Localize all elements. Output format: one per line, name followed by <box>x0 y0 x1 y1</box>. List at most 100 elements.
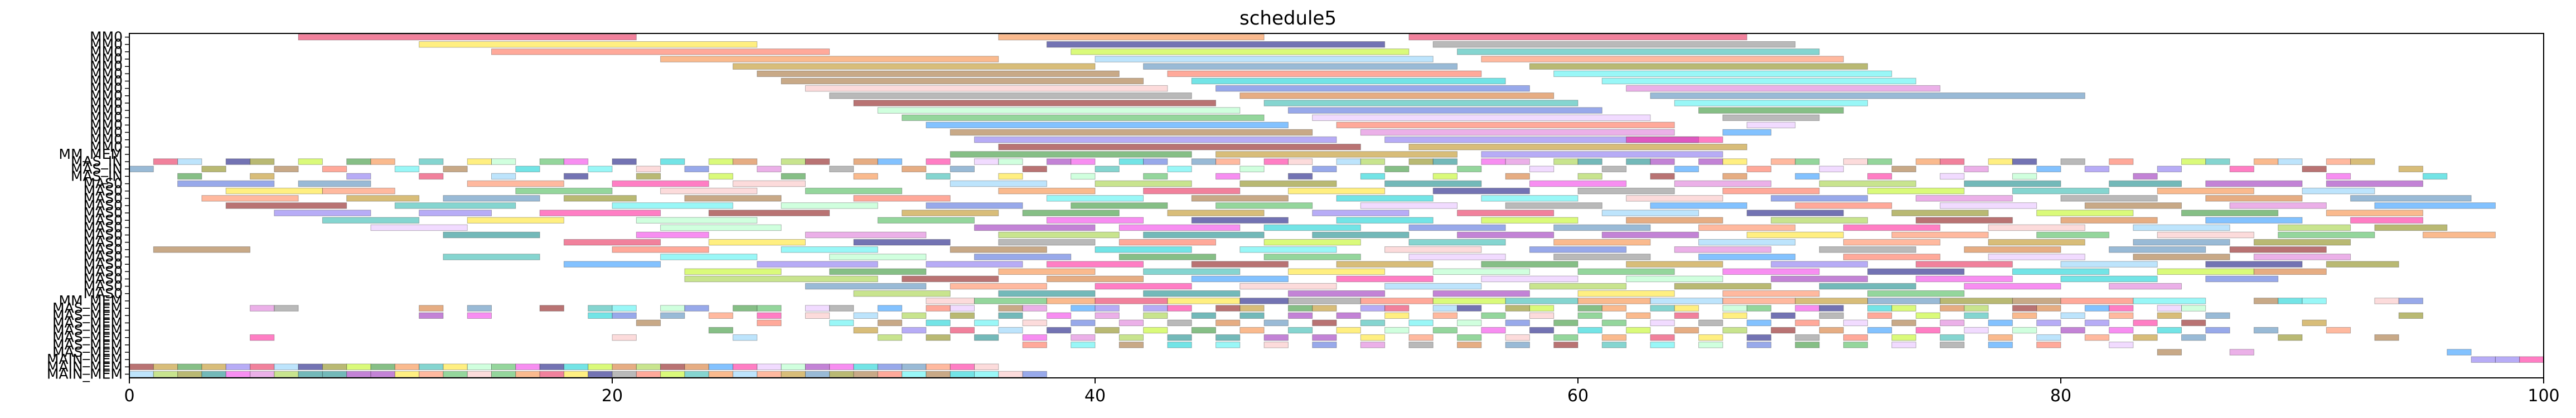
schedule-bar <box>926 121 1289 129</box>
schedule-bar <box>1287 305 1313 312</box>
schedule-bar <box>1915 275 2013 283</box>
schedule-bar <box>2253 298 2279 304</box>
schedule-bar <box>1601 342 1627 348</box>
schedule-bar <box>2133 254 2230 260</box>
schedule-bar <box>467 371 492 378</box>
schedule-bar <box>2012 298 2061 304</box>
schedule-bar <box>1988 254 2085 260</box>
schedule-bar <box>419 41 758 48</box>
schedule-bar <box>1915 195 2013 202</box>
schedule-bar <box>781 173 806 180</box>
schedule-bar <box>612 371 637 378</box>
schedule-bar <box>1408 334 1434 341</box>
schedule-bar <box>708 327 733 334</box>
schedule-bar <box>1457 48 1820 55</box>
schedule-bar <box>902 210 999 216</box>
schedule-bar <box>998 305 1023 312</box>
schedule-bar <box>1408 254 1506 260</box>
schedule-bar <box>1408 319 1434 327</box>
schedule-bar <box>2060 261 2158 268</box>
schedule-bar <box>2181 210 2279 216</box>
schedule-bar <box>2398 166 2424 172</box>
schedule-bar <box>1360 173 1386 180</box>
schedule-bar <box>2084 166 2110 172</box>
schedule-bar <box>491 363 516 370</box>
y-tick-label: MAS_IN <box>71 153 123 169</box>
schedule-bar <box>1046 158 1072 165</box>
schedule-bar <box>2012 305 2037 312</box>
schedule-bar <box>2229 246 2327 253</box>
schedule-bar <box>733 334 758 341</box>
schedule-bar <box>1191 312 1216 319</box>
schedule-bar <box>612 334 637 341</box>
schedule-bar <box>1964 283 2061 290</box>
schedule-bar <box>2036 166 2061 172</box>
schedule-bar <box>1674 305 1699 312</box>
schedule-bar <box>2350 195 2472 202</box>
schedule-bar <box>1457 342 1482 348</box>
schedule-bar <box>2109 158 2134 165</box>
schedule-bar <box>1287 327 1313 334</box>
schedule-bar <box>2109 312 2134 319</box>
schedule-bar <box>733 363 758 370</box>
schedule-bar <box>853 327 878 334</box>
y-tick-label: MAS_MEM <box>52 329 123 346</box>
schedule-bar <box>250 173 275 180</box>
y-tick-label: MM0 <box>90 116 123 133</box>
schedule-bar <box>612 363 637 370</box>
schedule-bar <box>2084 319 2110 327</box>
schedule-bar <box>950 129 1313 136</box>
schedule-bar <box>1384 312 1410 319</box>
schedule-bar <box>950 151 1192 158</box>
schedule-bar <box>201 371 226 378</box>
y-tick-label: MAS0 <box>84 271 123 287</box>
schedule-bar <box>1239 166 1265 172</box>
schedule-bar <box>1940 319 1965 327</box>
schedule-bar <box>1336 275 1434 283</box>
schedule-bar <box>757 166 782 172</box>
y-tick-label: MAS_MEM <box>52 307 123 323</box>
schedule-bar <box>153 363 178 370</box>
schedule-bar <box>250 334 275 341</box>
schedule-bar <box>781 202 878 209</box>
schedule-bar <box>515 371 540 378</box>
schedule-bar <box>733 371 758 378</box>
schedule-bar <box>1287 298 1361 304</box>
schedule-bar <box>2398 312 2424 319</box>
y-tick-label: MM_MEM <box>59 146 123 162</box>
schedule-bar <box>2229 166 2254 172</box>
schedule-bar <box>1577 312 1602 319</box>
schedule-bar <box>467 158 492 165</box>
schedule-bar <box>998 371 1023 378</box>
schedule-bar <box>2012 327 2037 334</box>
schedule-bar <box>1867 173 1892 180</box>
schedule-bar <box>2253 327 2279 334</box>
schedule-bar <box>2205 261 2303 268</box>
schedule-bar <box>2084 334 2110 341</box>
schedule-bar <box>1287 173 1313 180</box>
schedule-bar <box>250 305 275 312</box>
schedule-bar <box>370 224 468 231</box>
schedule-bar <box>660 224 782 231</box>
y-tick-label: MM0 <box>90 43 123 60</box>
schedule-bar <box>1118 239 1217 246</box>
schedule-bar <box>1408 158 1434 165</box>
schedule-bar <box>636 363 661 370</box>
schedule-bar <box>1722 305 1747 312</box>
schedule-bar <box>1722 114 1820 121</box>
schedule-bar <box>781 371 806 378</box>
schedule-bar <box>1071 158 1096 165</box>
schedule-bar <box>781 77 1144 85</box>
schedule-bar <box>588 305 613 312</box>
schedule-bar <box>902 166 927 172</box>
schedule-bar <box>1071 305 1096 312</box>
schedule-bar <box>1457 166 1482 172</box>
schedule-bar <box>2350 217 2424 223</box>
schedule-bar <box>1674 312 1699 319</box>
schedule-bar <box>2374 202 2496 209</box>
schedule-bar <box>805 363 830 370</box>
schedule-bar <box>1312 305 1337 312</box>
schedule-bar <box>1457 305 1482 312</box>
schedule-bar <box>757 70 1120 77</box>
schedule-bar <box>781 246 878 253</box>
